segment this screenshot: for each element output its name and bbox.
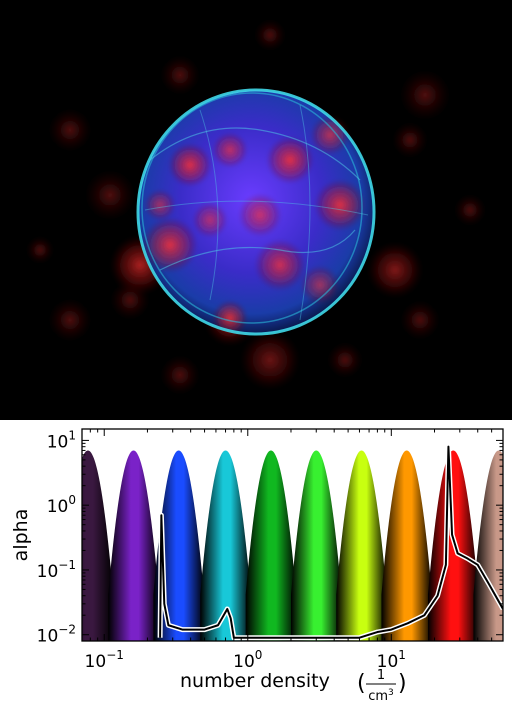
x-axis-label-text: number density (180, 670, 330, 692)
x-axis-unit-close-paren: ) (398, 671, 407, 696)
volume-rendering-svg (0, 0, 512, 420)
x-tick-label-base: 10 (85, 652, 107, 672)
x-axis-unit-numerator: 1 (377, 668, 385, 683)
y-tick-label-exp: 1 (68, 428, 76, 442)
y-tick-label: 10−2 (37, 623, 76, 647)
y-tick-label-exp: 0 (68, 493, 76, 507)
y-tick-label-exp: −2 (58, 623, 76, 637)
x-axis-label: number density ( 1 cm3 ) (180, 668, 407, 704)
y-tick-label: 100 (47, 493, 76, 517)
peak-1 (108, 450, 159, 641)
y-tick-label-base: 10 (37, 562, 59, 582)
peak-6 (336, 450, 387, 641)
y-tick-label-exp: −1 (58, 558, 76, 572)
x-tick-label: 100 (233, 648, 262, 672)
x-axis-unit-denominator-exp: 3 (388, 688, 394, 698)
y-tick-label: 101 (47, 428, 76, 452)
y-axis-label: alpha (10, 509, 32, 562)
y-tick-label-base: 10 (47, 432, 69, 452)
central-sphere (138, 90, 374, 336)
x-tick-label: 10−1 (85, 648, 124, 672)
transfer-function-plot: 10−1 100 101 101 100 10−1 10−2 alpha number de… (0, 420, 512, 709)
x-axis-unit-open-paren: ( (357, 671, 366, 696)
y-tick-label-base: 10 (47, 497, 69, 517)
peak-9 (473, 450, 512, 641)
x-tick-label-exp: 0 (255, 648, 263, 662)
y-tick-label: 10−1 (37, 558, 76, 582)
peak-4 (246, 450, 297, 641)
x-tick-label-base: 10 (233, 652, 255, 672)
x-axis-unit-denominator-base: cm (368, 689, 388, 704)
x-axis-unit-denominator: cm3 (368, 688, 394, 704)
x-tick-label-exp: 1 (398, 648, 406, 662)
x-tick-label-exp: −1 (106, 648, 124, 662)
y-tick-label-base: 10 (37, 627, 59, 647)
peak-0 (63, 450, 114, 641)
peak-5 (291, 450, 342, 641)
volume-rendering-image (0, 0, 512, 420)
